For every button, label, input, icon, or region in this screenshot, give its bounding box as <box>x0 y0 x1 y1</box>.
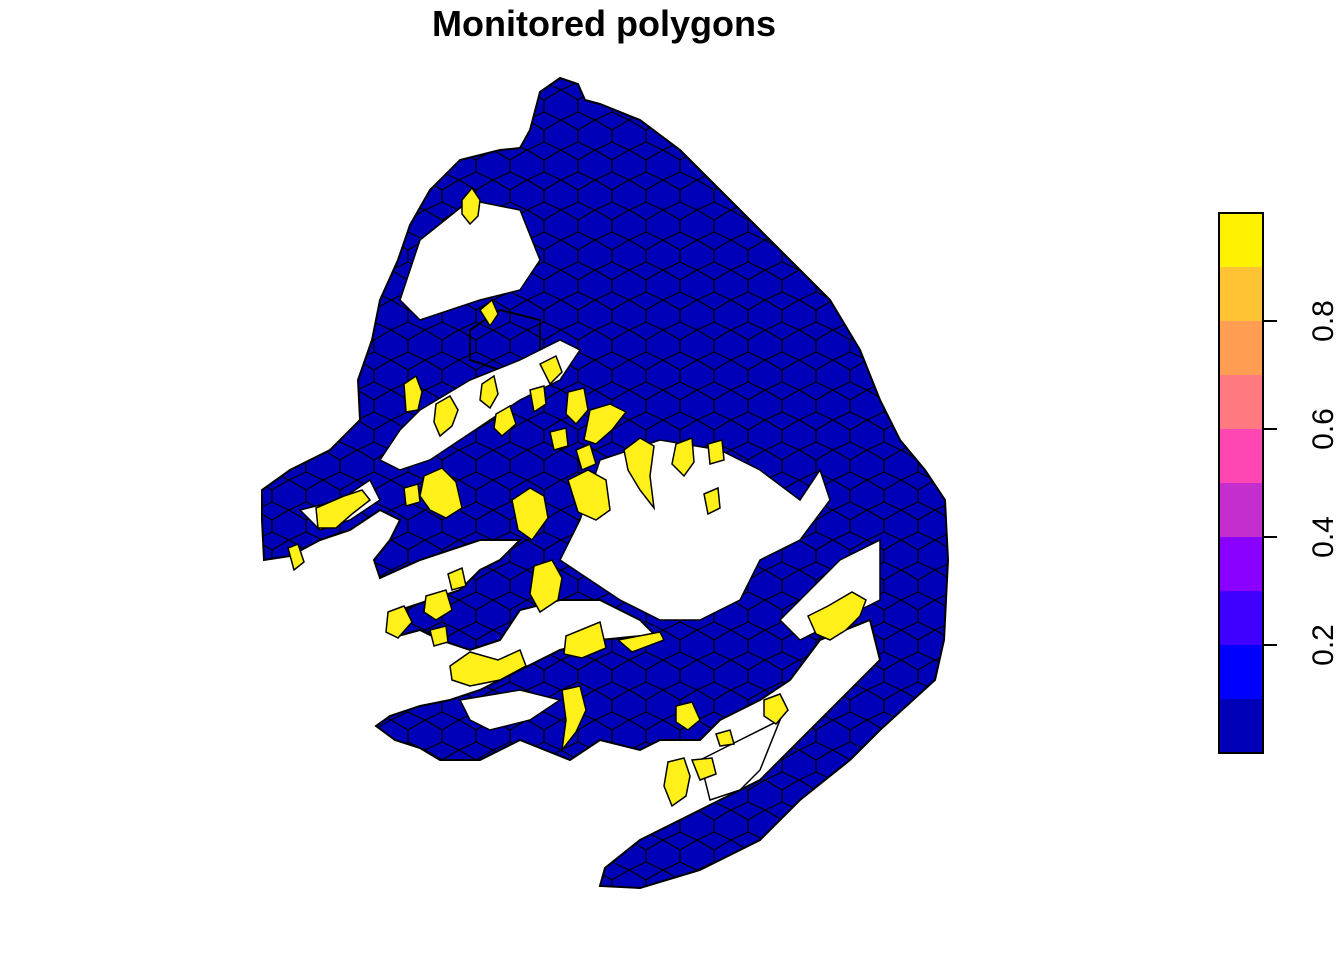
water-inlet-5 <box>699 718 782 801</box>
monitored-polygon <box>583 403 628 445</box>
legend-band <box>1219 483 1263 537</box>
monitored-polygon <box>433 394 459 438</box>
monitored-polygon <box>538 354 563 386</box>
monitored-polygon <box>461 186 481 226</box>
legend-band <box>1219 429 1263 483</box>
legend-band <box>1219 375 1263 429</box>
monitored-polygon <box>447 566 467 591</box>
legend-band <box>1219 213 1263 267</box>
monitored-polygon <box>560 685 587 753</box>
water-inlet-6 <box>458 689 562 731</box>
legend-band <box>1219 321 1263 375</box>
legend-tick-label: 0.6 <box>1307 408 1340 450</box>
legend-band <box>1219 645 1263 699</box>
monitored-polygon <box>403 374 423 413</box>
monitored-polygon <box>479 374 499 410</box>
legend-tick-label: 0.8 <box>1307 300 1340 342</box>
monitored-polygon <box>315 489 372 529</box>
monitored-polygon <box>449 648 527 687</box>
monitored-polygon <box>529 385 547 414</box>
water-inlet-1 <box>399 199 541 321</box>
monitored-polygon <box>663 757 691 808</box>
legend-band <box>1219 699 1263 753</box>
legend-band <box>1219 267 1263 321</box>
monitored-polygon <box>429 625 449 647</box>
monitored-polygon <box>623 437 656 511</box>
legend-tick-label: 0.4 <box>1307 516 1340 558</box>
monitored-polygon <box>616 631 666 653</box>
legend-ticks: 0.2 0.4 0.6 0.8 <box>1263 300 1340 666</box>
monitored-polygons <box>287 186 867 808</box>
monitored-polygon <box>479 298 499 328</box>
monitored-polygon <box>529 559 563 614</box>
monitored-polygon <box>423 589 453 621</box>
monitored-polygon <box>707 439 725 465</box>
monitored-polygon <box>287 543 305 572</box>
legend-band <box>1219 537 1263 591</box>
monitored-polygon <box>703 486 721 516</box>
monitored-polygon <box>671 436 695 478</box>
water-inlet-3 <box>559 439 831 621</box>
monitored-polygon <box>567 469 611 521</box>
monitored-polygon <box>675 701 701 731</box>
monitored-polygon <box>565 387 589 426</box>
legend-bands <box>1219 213 1263 753</box>
monitored-polygon <box>549 427 569 451</box>
legend-frame <box>1218 212 1264 754</box>
legend-band <box>1219 591 1263 645</box>
monitored-polygon <box>403 483 421 507</box>
monitored-polygon <box>690 757 717 781</box>
monitored-polygon <box>563 620 607 659</box>
monitored-polygon <box>385 605 413 639</box>
page-title: Monitored polygons <box>432 3 776 44</box>
monitored-polygon <box>419 467 463 519</box>
monitored-polygon <box>715 729 735 747</box>
monitored-polygon <box>763 693 789 725</box>
monitored-polygon <box>807 591 867 641</box>
monitored-polygon <box>493 404 517 438</box>
monitored-polygon <box>575 442 597 472</box>
monitored-polygon <box>511 487 549 542</box>
legend-tick-label: 0.2 <box>1307 624 1340 666</box>
